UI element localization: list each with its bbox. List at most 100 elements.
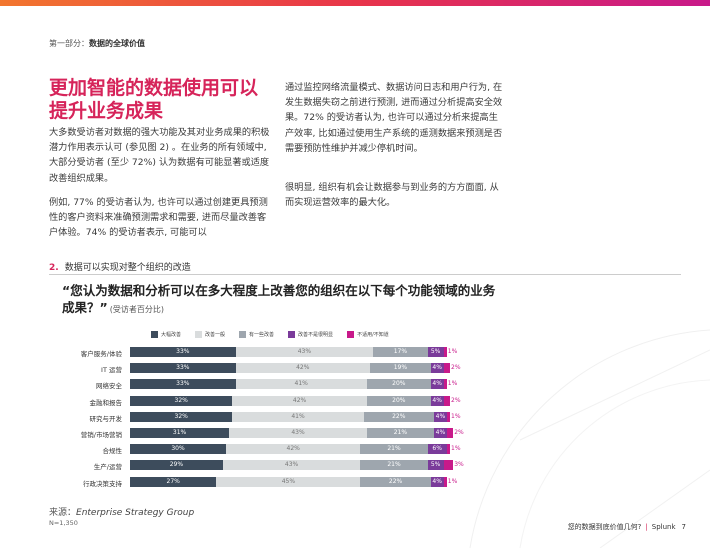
bar-segment (363, 411, 434, 422)
data-label: 42% (286, 445, 300, 453)
legend-label: 改善一般 (205, 331, 226, 338)
data-label: 19% (393, 364, 408, 372)
bar-segment (434, 428, 447, 438)
bar-segment (235, 363, 370, 374)
legend-item: 改善一般 (195, 329, 225, 339)
data-label: 33% (176, 348, 190, 355)
bar-segment (430, 379, 444, 390)
data-label: 2% (454, 429, 464, 436)
bar-segment (370, 363, 431, 374)
data-label: 4% (432, 477, 442, 485)
bar-segment (443, 379, 447, 390)
bar-segment (366, 395, 431, 406)
page-number: 7 (681, 523, 686, 531)
data-label: 27% (166, 477, 180, 485)
legend-item: 改善不是很明显 (288, 329, 333, 339)
data-label: 1% (447, 380, 458, 388)
bar-segment (434, 411, 447, 422)
data-label: 45% (281, 477, 296, 485)
bar-segment (130, 363, 236, 374)
legend-label: 不适用/不知道 (357, 331, 389, 338)
data-label: 21% (387, 461, 401, 469)
legend-swatch (151, 330, 158, 338)
data-label: 5% (430, 348, 441, 355)
bar-segment (130, 460, 223, 471)
figure-number: 2. (49, 263, 59, 273)
data-label: 1% (447, 348, 458, 355)
data-label: 4% (435, 412, 446, 420)
source-value: Enterprise Strategy Group (76, 508, 195, 518)
data-label: 3% (454, 461, 464, 469)
data-label: 4% (435, 429, 446, 436)
bar-segment (130, 347, 236, 357)
data-label: 2% (451, 364, 461, 372)
data-label: 31% (172, 429, 187, 436)
bar-segment (373, 347, 428, 357)
bar-segment (443, 363, 450, 374)
bar-segment (443, 395, 450, 406)
body-paragraph-1: 大多数受访者对数据的强大功能及其对业务成果的积极潜力作用表示认可 (参见图 2)… (49, 127, 270, 184)
legend-item: 有一些改善 (239, 329, 274, 339)
data-label: 43% (291, 429, 305, 436)
data-label: 20% (392, 396, 406, 404)
bar-segment (130, 444, 226, 455)
category-label: 网络安全 (96, 382, 122, 391)
section-title: 数据的全球价值 (89, 39, 145, 48)
bar-segment (229, 428, 367, 438)
bar-segment (130, 476, 217, 487)
section-breadcrumb: 第一部分：数据的全球价值 (49, 38, 145, 49)
bar-segment (226, 444, 361, 455)
page-headline: 更加智能的数据使用可以提升业务成果 (49, 77, 259, 122)
data-label: 21% (387, 445, 401, 453)
footer-text: 您的数据到底价值几何? (567, 523, 642, 531)
category-label: 合规性 (102, 447, 123, 456)
bar-segment (366, 379, 431, 390)
footer-separator: | (645, 523, 648, 531)
bar-segment (130, 395, 233, 406)
bar-segment (360, 444, 428, 455)
bar-segment (130, 428, 230, 438)
legend-swatch (288, 330, 296, 338)
survey-question-text: “您认为数据和分析可以在多大程度上改善您的组织在以下每个功能领域的业务成果？” (62, 283, 496, 315)
data-label: 4% (432, 364, 442, 372)
figure-divider (49, 274, 681, 275)
data-label: 1% (451, 445, 461, 453)
data-label: 29% (169, 461, 184, 469)
survey-question: “您认为数据和分析可以在多大程度上改善您的组织在以下每个功能领域的业务成果？”(… (62, 282, 502, 318)
data-label: 1% (451, 412, 461, 420)
data-label: 1% (447, 477, 458, 485)
figure-title: 2. 数据可以实现对整个组织的改造 (49, 260, 191, 273)
legend-swatch (239, 330, 247, 338)
data-label: 33% (176, 364, 190, 372)
body-paragraph-3: 通过监控网络流量模式、数据访问日志和用户行为, 在发生数据失窃之前进行预测, 进… (285, 82, 503, 154)
data-label: 43% (297, 348, 312, 355)
chart-legend: 大幅改善 改善一般 有一些改善 改善不是很明显 不适用/不知道 (151, 329, 389, 339)
data-label: 42% (296, 364, 310, 372)
data-label: 17% (393, 348, 408, 355)
data-label: 4% (432, 396, 442, 404)
data-label: 5% (430, 461, 441, 469)
category-label: 客户服务/体验 (80, 350, 122, 358)
top-gradient-bar (0, 0, 710, 6)
data-label: 30% (171, 445, 185, 453)
bar-segment (222, 460, 361, 471)
bar-segment (235, 347, 374, 357)
bar-segment (443, 476, 447, 487)
bar-segment (235, 379, 367, 390)
category-label: 生产/运营 (93, 463, 122, 472)
bar-segment (443, 460, 454, 471)
legend-label: 大幅改善 (161, 331, 182, 338)
sample-size: N=1,350 (49, 519, 78, 527)
legend-item: 大幅改善 (151, 329, 181, 339)
legend-label: 改善不是很明显 (298, 331, 334, 338)
bar-segment (130, 379, 236, 390)
source-note: 来源：Enterprise Strategy Group (49, 505, 194, 518)
data-label: 20% (392, 380, 406, 388)
bar-segment (430, 476, 444, 487)
page-footer: 您的数据到底价值几何? | Splunk 7 (568, 522, 686, 532)
bar-segment (430, 363, 444, 374)
unit-note: (受访者百分比) (109, 305, 164, 314)
legend-item: 不适用/不知道 (347, 329, 389, 339)
